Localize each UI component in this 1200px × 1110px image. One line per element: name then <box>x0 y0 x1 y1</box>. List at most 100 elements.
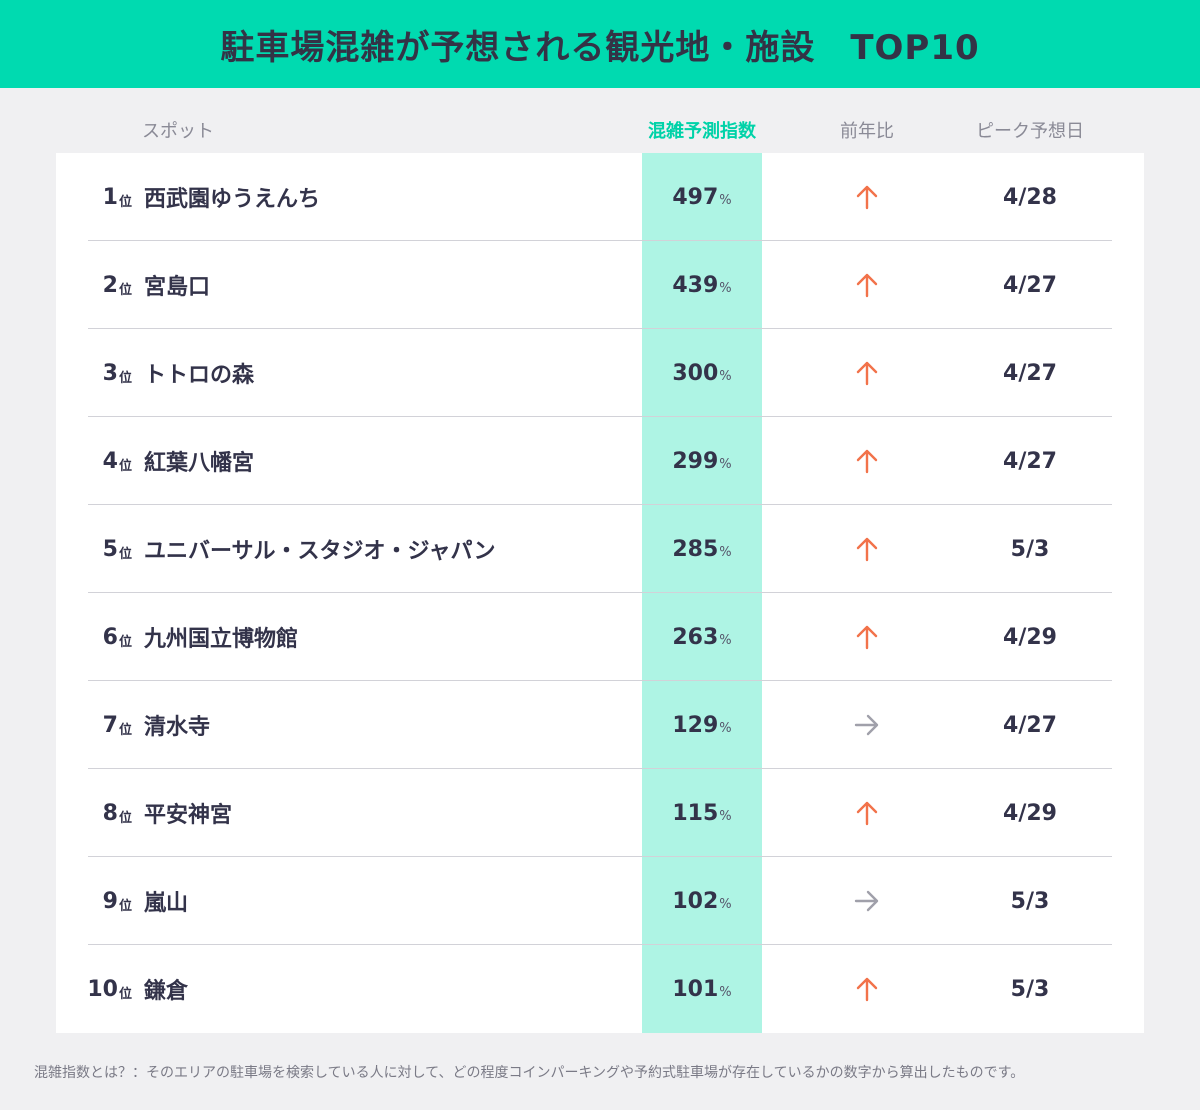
rank-suffix: 位 <box>118 370 132 386</box>
index-value: 285 <box>672 536 719 562</box>
yoy-cell <box>812 153 922 241</box>
yoy-cell <box>812 505 922 593</box>
peak-date: 5/3 <box>1010 536 1050 562</box>
index-column-highlight <box>642 153 762 1033</box>
column-header-yoy: 前年比 <box>840 121 894 142</box>
table-row: 1 位西武園ゆうえんち 497% 4/28 <box>56 153 1144 241</box>
yoy-cell <box>812 417 922 505</box>
rank-number: 2 <box>102 272 118 298</box>
row-divider <box>88 416 1112 417</box>
arrow-right-icon <box>854 890 879 912</box>
index-unit: % <box>719 456 732 472</box>
index-value: 439 <box>672 272 719 298</box>
spot-name: 九州国立博物館 <box>144 627 299 652</box>
peak-date: 4/29 <box>1003 800 1057 826</box>
rank-number: 9 <box>102 888 118 914</box>
rank-suffix: 位 <box>118 458 132 474</box>
rank-number: 8 <box>102 800 118 826</box>
table-row: 9 位嵐山 102% 5/3 <box>56 857 1144 945</box>
rank-number: 1 <box>102 184 118 210</box>
index-unit: % <box>719 192 732 208</box>
rank-suffix: 位 <box>118 986 132 1002</box>
yoy-cell <box>812 769 922 857</box>
spot-name: 平安神宮 <box>144 803 233 828</box>
table-row: 7 位清水寺 129% 4/27 <box>56 681 1144 769</box>
spot-name: 清水寺 <box>144 715 211 740</box>
index-unit: % <box>719 544 732 560</box>
rank-cell: 10 位 <box>56 945 132 1033</box>
rank-number: 7 <box>102 712 118 738</box>
index-value: 129 <box>672 712 719 738</box>
index-value-cell: 263% <box>642 593 762 681</box>
index-value-cell: 129% <box>642 681 762 769</box>
rank-suffix: 位 <box>118 810 132 826</box>
index-value-cell: 439% <box>642 241 762 329</box>
index-unit: % <box>719 368 732 384</box>
peak-date: 4/27 <box>1003 448 1057 474</box>
table-row: 8 位平安神宮 115% 4/29 <box>56 769 1144 857</box>
rank-number: 4 <box>102 448 118 474</box>
rank-number: 3 <box>102 360 118 386</box>
spot-name: 嵐山 <box>144 891 189 916</box>
yoy-cell <box>812 681 922 769</box>
rank-suffix: 位 <box>118 898 132 914</box>
index-value: 497 <box>672 184 719 210</box>
rank-number: 6 <box>102 624 118 650</box>
spot-name: 紅葉八幡宮 <box>144 451 255 476</box>
spot-name: 宮島口 <box>144 275 211 300</box>
index-value: 115 <box>672 800 719 826</box>
rank-suffix: 位 <box>118 546 132 562</box>
row-divider <box>88 592 1112 593</box>
row-divider <box>88 944 1112 945</box>
ranking-table: 1 位西武園ゆうえんち 497% 4/28 2 位宮島口 439% 4/27 3 位トトロの森 30… <box>56 153 1144 1033</box>
rank-suffix: 位 <box>118 194 132 210</box>
table-row: 2 位宮島口 439% 4/27 <box>56 241 1144 329</box>
table-row: 6 位九州国立博物館 263% 4/29 <box>56 593 1144 681</box>
yoy-cell <box>812 857 922 945</box>
arrow-up-icon <box>856 273 878 298</box>
page-title: 駐車場混雑が予想される観光地・施設 TOP10 <box>220 27 980 68</box>
rank-number: 10 <box>87 976 118 1002</box>
index-value-cell: 497% <box>642 153 762 241</box>
arrow-up-icon <box>856 449 878 474</box>
yoy-cell <box>812 241 922 329</box>
rank-suffix: 位 <box>118 722 132 738</box>
peak-date: 4/27 <box>1003 272 1057 298</box>
index-value-cell: 285% <box>642 505 762 593</box>
rank-suffix: 位 <box>118 282 132 298</box>
index-value: 102 <box>672 888 719 914</box>
spot-name: 鎌倉 <box>144 979 189 1004</box>
index-unit: % <box>719 808 732 824</box>
index-value-cell: 115% <box>642 769 762 857</box>
peak-date: 4/29 <box>1003 624 1057 650</box>
index-value-cell: 102% <box>642 857 762 945</box>
title-bar: 駐車場混雑が予想される観光地・施設 TOP10 <box>0 0 1200 88</box>
spot-name: 西武園ゆうえんち <box>144 187 321 212</box>
column-header-peak: ピーク予想日 <box>976 121 1084 142</box>
arrow-up-icon <box>856 185 878 210</box>
index-value: 299 <box>672 448 719 474</box>
row-divider <box>88 504 1112 505</box>
table-row: 3 位トトロの森 300% 4/27 <box>56 329 1144 417</box>
spot-name: ユニバーサル・スタジオ・ジャパン <box>144 539 496 564</box>
arrow-up-icon <box>856 977 878 1002</box>
rank-suffix: 位 <box>118 634 132 650</box>
index-value: 300 <box>672 360 719 386</box>
footnote: 混雑指数とは？：そのエリアの駐車場を検索している人に対して、どの程度コインパーキ… <box>34 1065 1025 1081</box>
row-divider <box>88 768 1112 769</box>
column-header-spot: スポット <box>142 121 214 142</box>
rank-number: 5 <box>102 536 118 562</box>
row-divider <box>88 328 1112 329</box>
yoy-cell <box>812 945 922 1033</box>
peak-date: 4/28 <box>1003 184 1057 210</box>
index-value-cell: 299% <box>642 417 762 505</box>
index-unit: % <box>719 896 732 912</box>
index-value: 263 <box>672 624 719 650</box>
spot-name: トトロの森 <box>144 363 255 388</box>
